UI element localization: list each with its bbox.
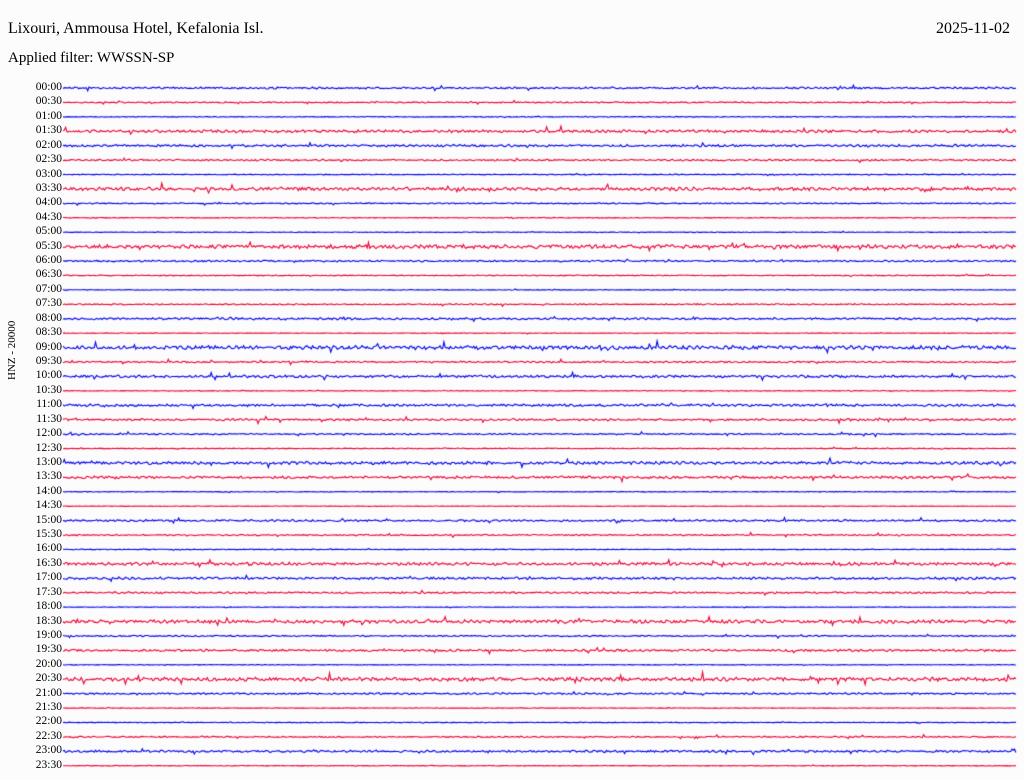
seismic-trace-canvas <box>0 0 1024 780</box>
seismograph-page: Lixouri, Ammousa Hotel, Kefalonia Isl. 2… <box>0 0 1024 780</box>
